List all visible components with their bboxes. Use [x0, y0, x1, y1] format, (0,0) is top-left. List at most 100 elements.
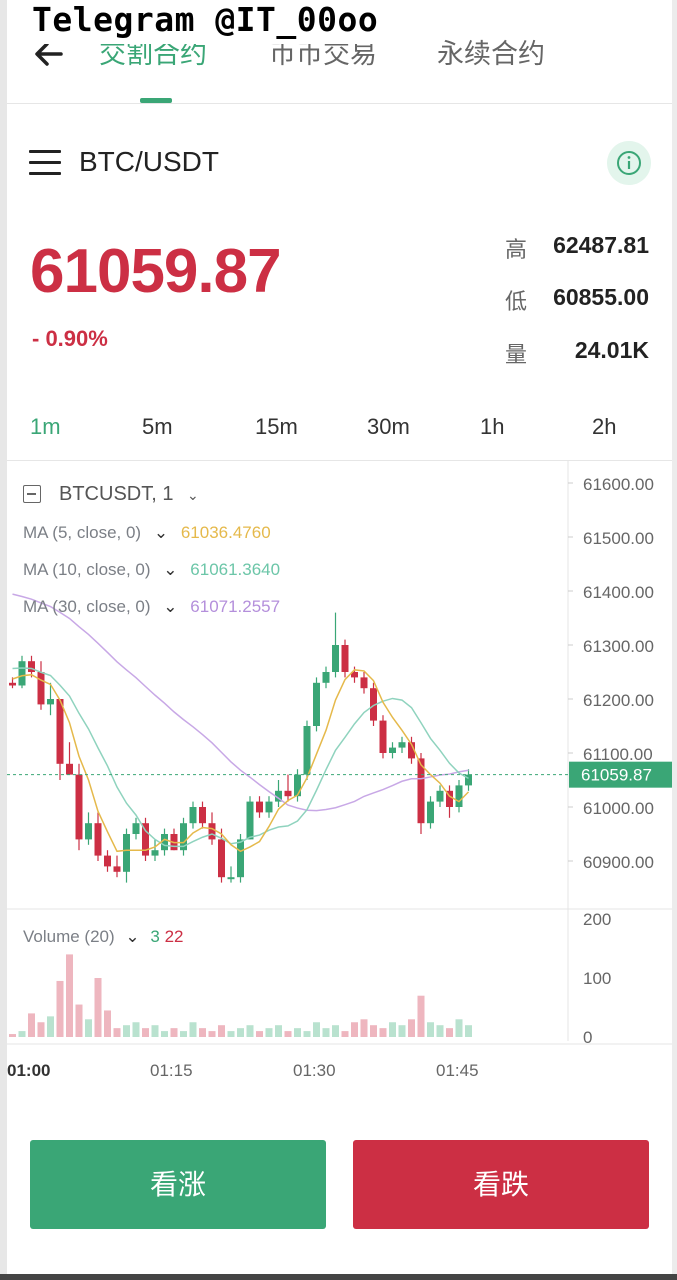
ma10-label: MA (10, close, 0): [23, 560, 151, 579]
candle-body: [66, 763, 73, 775]
volume-bar: [360, 1019, 368, 1037]
volume-bar: [294, 1028, 301, 1037]
buy-down-button[interactable]: 看跌: [353, 1140, 649, 1229]
low-label: 低: [505, 290, 528, 315]
volume-bar: [37, 1022, 45, 1037]
candle-body: [379, 720, 387, 753]
volume-bar: [56, 980, 64, 1037]
volume-bar: [18, 1031, 26, 1037]
volume-label: 量: [505, 343, 528, 368]
candle-body: [151, 850, 159, 856]
info-icon[interactable]: [607, 141, 651, 185]
chevron-down-icon[interactable]: ⌄: [163, 560, 178, 579]
candle-body: [313, 682, 320, 726]
volume-bar: [28, 1013, 35, 1037]
tab-spot-trading[interactable]: 币币交易: [269, 39, 377, 70]
interval-15m[interactable]: 15m: [255, 414, 298, 439]
candle-body: [389, 747, 396, 753]
ma5-line: [12, 669, 470, 853]
volume-bar: [389, 1022, 396, 1037]
volume-bar: [265, 1028, 273, 1037]
ma5-legend: MA (5, close, 0) ⌄ 61036.4760: [23, 523, 271, 543]
last-price: 61059.87: [30, 237, 282, 306]
y-tick-label: 61500.00: [583, 529, 654, 548]
candle-body: [322, 672, 330, 683]
candle-body: [9, 682, 16, 686]
pair-name[interactable]: BTC/USDT: [79, 146, 219, 177]
volume-bar: [332, 1025, 339, 1037]
tab-perpetual-contract[interactable]: 永续合约: [437, 39, 545, 70]
chevron-down-icon[interactable]: ⌄: [163, 597, 178, 616]
candle-body: [465, 774, 472, 786]
volume-tick-label: 200: [583, 910, 611, 929]
chevron-down-icon[interactable]: ⌄: [187, 487, 199, 503]
volume-bar: [341, 1031, 349, 1037]
bottom-frame: [0, 1274, 677, 1280]
candle-body: [94, 823, 102, 856]
volume-bar: [246, 1025, 254, 1037]
interval-selector: 1m 5m 15m 30m 1h 2h: [7, 410, 672, 450]
candle-body: [28, 661, 35, 672]
ma5-label: MA (5, close, 0): [23, 523, 142, 542]
volume-bar: [218, 1025, 225, 1037]
ma30-line: [12, 593, 469, 812]
volume-bar: [113, 1028, 121, 1037]
buy-up-button[interactable]: 看涨: [30, 1140, 326, 1229]
volume-bar: [398, 1025, 406, 1037]
x-tick-label: 01:00: [7, 1061, 50, 1080]
last-price-tag-bg: [569, 761, 672, 788]
volume-bar: [142, 1028, 149, 1037]
candle-body: [47, 699, 54, 705]
tab-delivery-contract[interactable]: 交割合约: [99, 39, 207, 70]
chart-canvas[interactable]: 61600.00 61500.00 61400.00 61300.00 61200.00…: [7, 461, 672, 1091]
candle-body: [208, 823, 216, 840]
interval-1m[interactable]: 1m: [30, 414, 61, 439]
volume-bar: [313, 1022, 320, 1037]
volume-bar: [436, 1025, 444, 1037]
collapse-legend-icon[interactable]: [23, 485, 41, 503]
chevron-down-icon[interactable]: ⌄: [153, 523, 169, 542]
y-tick-label: 61400.00: [583, 583, 654, 602]
volume-bar: [227, 1031, 235, 1037]
volume-bar: [427, 1022, 434, 1037]
candle-body: [132, 823, 140, 834]
chevron-down-icon[interactable]: ⌄: [125, 927, 140, 946]
volume-bar: [351, 1022, 358, 1037]
candle-body: [85, 823, 92, 840]
volume-bar: [465, 1025, 472, 1037]
volume-bar: [161, 1031, 168, 1037]
interval-1h[interactable]: 1h: [480, 414, 505, 439]
volume-bar: [379, 1028, 387, 1037]
y-tick-label: 60900.00: [583, 853, 654, 872]
ma30-legend: MA (30, close, 0) ⌄ 61071.2557: [23, 597, 280, 617]
y-tick-label: 61000.00: [583, 799, 654, 818]
back-arrow-icon[interactable]: [31, 36, 67, 72]
active-tab-indicator: [140, 98, 172, 103]
volume-bar: [303, 1031, 311, 1037]
x-tick-label: 01:30: [293, 1061, 336, 1080]
candle-body: [123, 834, 130, 872]
candle-body: [446, 790, 453, 807]
candlestick-chart[interactable]: 61600.00 61500.00 61400.00 61300.00 61200.00…: [7, 460, 672, 1080]
volume-bar: [104, 1010, 111, 1037]
volume-bar: [208, 1031, 216, 1037]
interval-5m[interactable]: 5m: [142, 414, 173, 439]
candle-body: [455, 785, 463, 807]
volume-bar: [9, 1034, 16, 1037]
interval-2h[interactable]: 2h: [592, 414, 617, 439]
volume-bar: [75, 1004, 83, 1037]
volume-bar: [94, 978, 102, 1037]
candle-body: [113, 866, 121, 872]
menu-icon[interactable]: [29, 150, 61, 176]
candle-body: [161, 834, 168, 851]
interval-30m[interactable]: 30m: [367, 414, 410, 439]
left-frame: [0, 0, 7, 1280]
symbol-label[interactable]: BTCUSDT, 1: [59, 483, 174, 505]
candle-body: [265, 801, 273, 813]
candle-body: [417, 758, 425, 824]
candle-body: [436, 790, 444, 802]
volume-bar: [170, 1028, 178, 1037]
candle-body: [341, 645, 349, 672]
volume-bar: [275, 1025, 282, 1037]
candle-body: [398, 742, 406, 748]
